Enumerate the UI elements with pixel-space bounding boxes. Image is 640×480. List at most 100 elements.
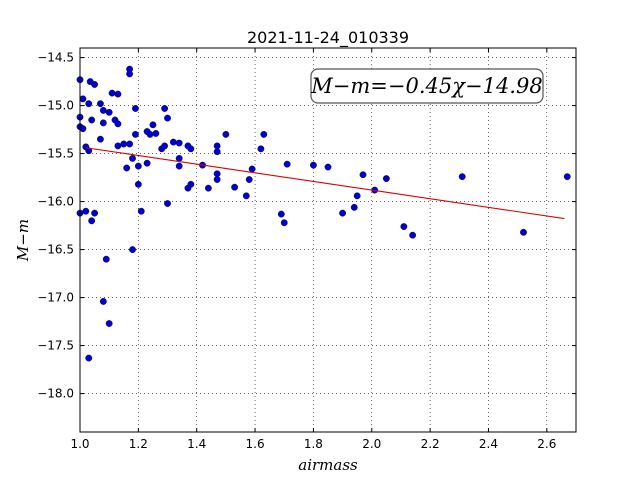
data-point	[105, 320, 113, 327]
data-point	[563, 173, 571, 181]
data-point	[134, 162, 142, 170]
plot-area: 1.0 1.2 1.4 1.6 1.8 2.0 2.2 2.4 2.6 −14.5 −15.0 −15…	[37, 47, 577, 451]
data-point	[129, 154, 136, 162]
data-point	[91, 81, 98, 88]
y-tick-label: −16.5	[37, 243, 74, 257]
data-point	[97, 135, 104, 143]
data-point	[88, 116, 96, 124]
data-point	[213, 170, 221, 178]
data-point	[310, 161, 317, 169]
chart-title: 2021-11-24_010339	[247, 28, 409, 48]
data-point	[79, 95, 87, 103]
y-tick-label: −15.5	[37, 147, 74, 161]
data-point	[339, 209, 346, 217]
data-point	[134, 180, 142, 188]
data-point	[126, 140, 134, 148]
data-point	[105, 108, 113, 116]
y-tick-label: −17.0	[37, 291, 74, 305]
axes-frame	[79, 47, 577, 433]
x-tick-label: 2.6	[537, 437, 556, 451]
annotation-text: M−m=−0.45χ−14.98	[310, 74, 542, 98]
x-axis-label: airmass	[298, 456, 358, 474]
data-point	[82, 207, 90, 215]
data-point	[132, 130, 139, 138]
x-tick-label: 1.2	[129, 437, 148, 451]
data-point	[222, 130, 230, 138]
data-point	[120, 140, 128, 148]
data-point	[152, 130, 160, 137]
x-tick-label: 1.8	[304, 437, 323, 451]
data-point	[213, 176, 221, 183]
y-tick-label: −14.5	[37, 51, 74, 65]
data-point	[213, 148, 221, 156]
data-point	[324, 163, 332, 171]
data-point	[277, 210, 285, 218]
data-point	[123, 164, 131, 172]
data-point	[175, 139, 183, 147]
data-point	[257, 145, 265, 153]
data-point	[187, 180, 195, 188]
data-point	[132, 105, 139, 112]
x-tick-label: 1.0	[70, 437, 89, 451]
data-point	[149, 121, 157, 129]
data-point	[99, 107, 107, 114]
x-tick-label: 2.2	[421, 437, 440, 451]
data-point	[248, 165, 256, 173]
x-tick-label: 1.4	[187, 437, 206, 451]
data-point	[164, 200, 171, 207]
data-point	[260, 130, 268, 138]
data-point	[520, 228, 527, 236]
data-point	[114, 142, 122, 150]
data-point	[359, 171, 367, 179]
y-tick-label: −17.5	[37, 339, 74, 353]
x-tick-label: 2.4	[479, 437, 498, 451]
y-tick-label: −18.0	[37, 387, 74, 401]
y-axis-label: M−m	[14, 219, 32, 262]
data-point	[245, 176, 253, 183]
data-point	[458, 173, 466, 181]
data-point	[350, 203, 358, 211]
data-point	[114, 120, 122, 128]
y-tick-label: −16.0	[37, 195, 74, 209]
data-point	[126, 70, 134, 78]
data-point	[99, 119, 107, 127]
data-point	[85, 354, 93, 362]
data-point	[129, 246, 136, 254]
data-point	[409, 231, 417, 239]
x-tick-label: 2.0	[362, 437, 381, 451]
data-point	[280, 219, 288, 227]
data-point	[102, 255, 110, 263]
data-point	[231, 183, 239, 191]
data-point	[143, 159, 151, 167]
data-point	[175, 154, 183, 162]
data-point	[91, 209, 98, 217]
fit-line	[85, 147, 565, 220]
data-point	[175, 162, 183, 170]
data-point	[213, 142, 221, 150]
data-point	[353, 192, 361, 200]
data-point	[85, 147, 93, 155]
data-point	[400, 223, 408, 230]
data-point	[169, 138, 177, 146]
data-point	[85, 100, 93, 108]
data-point	[161, 142, 169, 150]
y-tick-label: −15.0	[37, 99, 74, 113]
data-point	[97, 100, 104, 108]
data-point	[108, 89, 116, 97]
data-point	[161, 105, 169, 112]
data-point	[137, 207, 145, 215]
data-point	[99, 298, 107, 305]
data-point	[204, 184, 212, 192]
annotation-box	[310, 68, 544, 104]
data-point	[187, 145, 195, 153]
data-point	[88, 217, 96, 225]
data-point	[114, 90, 122, 98]
data-point	[79, 125, 87, 133]
data-point	[283, 160, 291, 168]
data-point	[382, 175, 390, 182]
data-point	[242, 192, 250, 200]
data-point	[146, 130, 154, 138]
data-point	[164, 114, 171, 122]
x-tick-label: 1.6	[246, 437, 265, 451]
